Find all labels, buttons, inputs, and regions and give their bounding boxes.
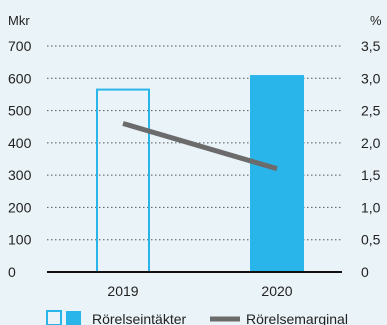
left-tick-label: 100 — [8, 232, 32, 248]
right-tick-label: 1,5 — [361, 167, 381, 183]
right-tick-label: 1,0 — [361, 199, 381, 215]
right-tick-label: 0,5 — [361, 232, 381, 248]
margin-line — [122, 121, 278, 172]
left-tick-label: 300 — [8, 167, 32, 183]
right-tick-label: 2,0 — [361, 135, 381, 151]
category-label-2019: 2019 — [107, 283, 138, 299]
bar-2019 — [96, 88, 150, 274]
bar-2020 — [250, 75, 304, 272]
left-tick-label: 400 — [8, 135, 32, 151]
legend-label-rorelsemarginal: Rörelsemarginal — [246, 311, 348, 325]
legend-label-rorelseintakter: Rörelseintäkter — [92, 311, 186, 325]
left-tick-label: 600 — [8, 70, 32, 86]
left-tick-label: 200 — [8, 199, 32, 215]
legend-swatch-outline — [46, 310, 62, 325]
right-axis-unit: % — [370, 13, 382, 28]
legend: Rörelseintäkter Rörelsemarginal — [46, 310, 348, 325]
category-label-2020: 2020 — [261, 283, 292, 299]
right-tick-label: 0 — [361, 264, 369, 280]
legend-swatch-filled — [66, 311, 81, 325]
left-tick-label: 0 — [8, 264, 16, 280]
left-axis-unit: Mkr — [8, 13, 30, 28]
left-tick-label: 500 — [8, 103, 32, 119]
lines — [122, 121, 278, 172]
right-tick-label: 3,0 — [361, 70, 381, 86]
left-tick-label: 700 — [8, 38, 32, 54]
right-tick-label: 3,5 — [361, 38, 381, 54]
axes: 0 100 200 300 400 500 600 700 0 0,5 1,0 1,5 2,0 2,5 3,… — [8, 38, 381, 299]
bars — [96, 75, 304, 274]
right-tick-label: 2,5 — [361, 103, 381, 119]
